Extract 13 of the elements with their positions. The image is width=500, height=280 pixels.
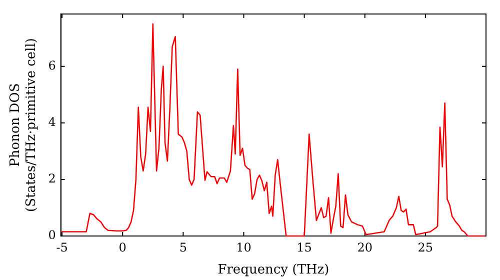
x-tick-label: 25: [418, 240, 434, 254]
y-tick-label: 6: [48, 58, 56, 72]
y-tick-label: 2: [48, 172, 56, 186]
x-tick-label: -5: [56, 240, 68, 254]
x-tick-label: 15: [296, 240, 312, 254]
x-axis-title: Frequency (THz): [218, 262, 330, 278]
y-tick-label: 0: [48, 228, 56, 242]
y-axis-title: Phonon DOS (States/THz·primitive cell): [8, 38, 39, 212]
x-tick-label: 10: [236, 240, 252, 254]
x-tick-label: 5: [179, 240, 187, 254]
x-tick-label: 0: [118, 240, 126, 254]
x-tick-label: 20: [357, 240, 373, 254]
y-tick-label: 4: [48, 115, 56, 130]
